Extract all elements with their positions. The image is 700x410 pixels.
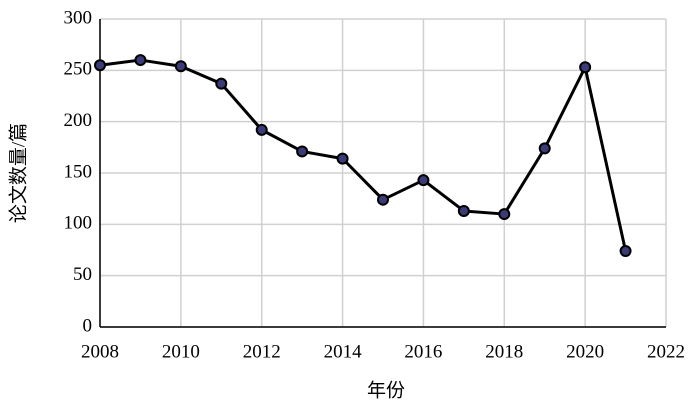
x-tick-label: 2014 [324,341,363,362]
y-tick-label: 200 [64,110,93,131]
data-line [99,58,628,252]
data-point [336,152,349,165]
data-point [538,142,551,155]
y-axis-label: 论文数量/篇 [7,123,29,223]
data-point [417,174,430,187]
data-point [579,61,592,74]
data-point [457,204,470,217]
data-point [215,77,228,90]
data-point [296,145,309,158]
data-point [377,193,389,206]
x-tick-label: 2018 [485,341,523,362]
x-tick-label: 2008 [81,341,119,362]
x-tick-label: 2020 [566,341,604,362]
y-tick-label: 300 [64,7,93,28]
x-tick-label: 2010 [162,341,200,362]
y-tick-label: 250 [64,59,93,80]
x-axis-label: 年份 [367,379,405,401]
y-tick-label: 50 [73,264,92,285]
data-point [94,59,106,72]
data-point [134,54,147,67]
x-tick-label: 2012 [243,341,281,362]
data-point [255,123,268,136]
x-tick-label: 2016 [404,341,442,362]
y-tick-label: 150 [64,161,93,182]
data-point [498,208,511,221]
data-point [619,245,632,258]
y-tick-label: 0 [83,315,93,336]
x-tick-label: 2022 [647,341,685,362]
data-point [174,60,187,73]
y-tick-label: 100 [64,213,93,234]
